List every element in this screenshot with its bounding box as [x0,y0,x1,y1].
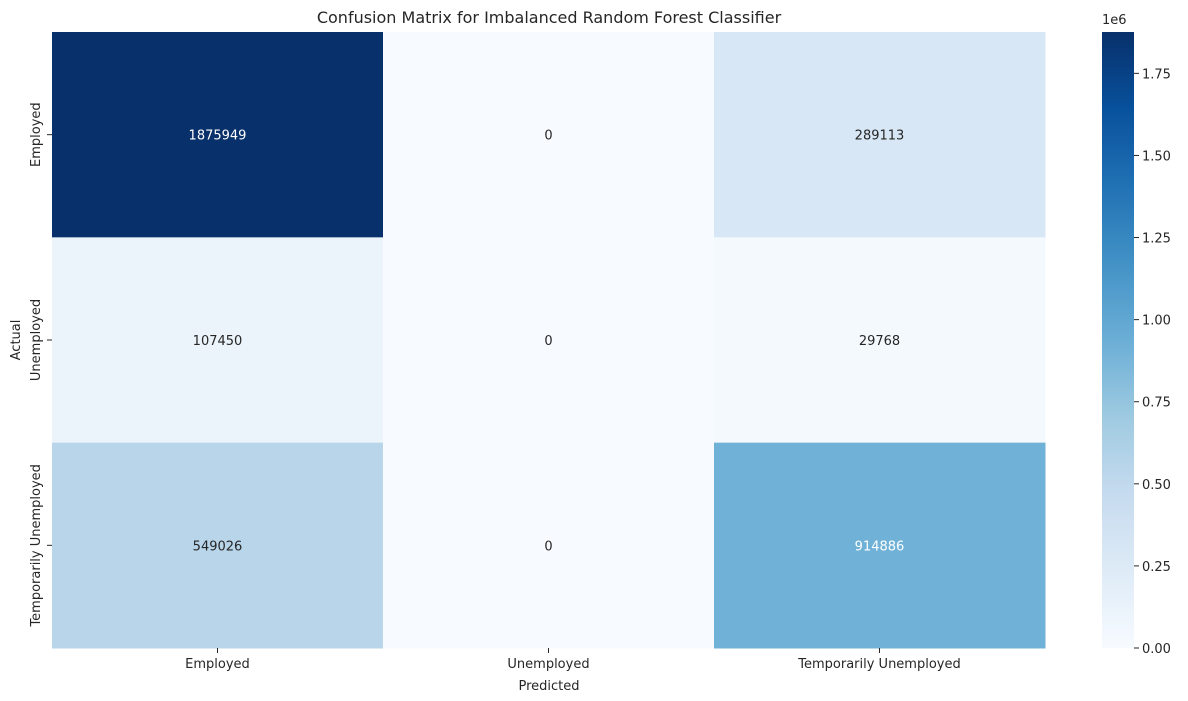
y-axis-label: Actual [9,320,24,361]
x-axis-label: Predicted [518,679,579,694]
heatmap-cell [383,442,715,649]
x-tick-label: Temporarily Unemployed [797,657,960,672]
heatmap-cell [714,32,1046,238]
colorbar [1102,32,1134,648]
heatmap-cell [714,237,1046,444]
cell-value-label: 0 [544,539,552,554]
y-tick-label: Temporarily Unemployed [29,464,44,627]
y-tick-label: Unemployed [29,299,44,381]
cell-value-label: 289113 [855,129,905,144]
colorbar-tick-label: 0.75 [1142,396,1171,411]
heatmap-cell [383,32,715,238]
cell-value-label: 0 [544,334,552,349]
cell-value-label: 29768 [859,334,900,349]
colorbar-tick-label: 0.00 [1142,642,1171,657]
heatmap-cell [52,237,384,444]
heatmap-cell-labels: 1875949 0 289113 107450 0 29768 549026 0 914886 [189,129,905,555]
cell-value-label: 549026 [193,539,243,554]
colorbar-tick-label: 1.50 [1142,149,1171,164]
colorbar-ticks: 0.00 0.25 0.50 0.75 1.00 1.25 1.50 1.75 [1134,67,1171,657]
y-axis-ticks: Employed Unemployed Temporarily Unemployed [29,102,52,628]
cell-value-label: 0 [544,129,552,144]
colorbar-tick-label: 0.50 [1142,478,1171,493]
cell-value-label: 914886 [855,539,905,554]
heatmap-cells [52,32,1046,649]
heatmap-cell [383,237,715,444]
cell-value-label: 1875949 [189,129,247,144]
heatmap-cell [52,442,384,649]
y-tick-label: Employed [29,102,44,167]
chart-title: Confusion Matrix for Imbalanced Random F… [317,8,782,27]
colorbar-tick-label: 1.75 [1142,67,1171,82]
x-tick-label: Unemployed [507,657,589,672]
x-tick-label: Employed [185,657,250,672]
x-axis-ticks: Employed Unemployed Temporarily Unemployed [185,647,961,672]
colorbar-tick-label: 0.25 [1142,560,1171,575]
colorbar-offset-label: 1e6 [1102,13,1127,28]
heatmap-cell [714,442,1046,649]
cell-value-label: 107450 [193,334,243,349]
colorbar-tick-label: 1.00 [1142,314,1171,329]
colorbar-tick-label: 1.25 [1142,232,1171,247]
heatmap-cell [52,32,384,238]
